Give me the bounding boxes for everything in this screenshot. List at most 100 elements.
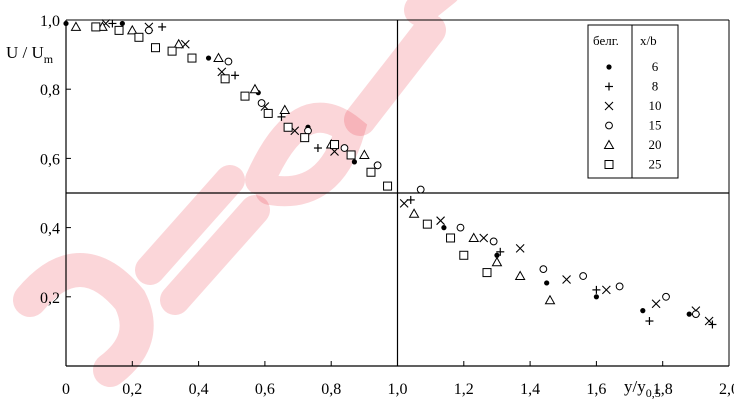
x-tick-label: 2,0 [719,381,734,398]
data-point-plus [277,112,286,121]
data-point-plus [158,22,167,31]
data-point-square [459,250,469,260]
data-point-plus [313,144,322,153]
legend-value: 15 [649,118,662,133]
data-point-plus [496,247,505,256]
data-point-plus [592,285,601,294]
data-point-square [346,150,356,160]
data-point-square [167,46,177,56]
data-point-dot [119,20,125,27]
legend-marker-cross [604,101,614,111]
data-point-square [330,140,340,150]
legend-value: 6 [652,59,659,74]
data-point-circle [579,272,588,280]
data-point-triangle [249,83,261,94]
data-point-dot [351,159,358,165]
x-tick-label: 0,6 [255,381,275,398]
legend-value: 20 [649,137,662,152]
x-tick-label: 1,2 [454,381,474,398]
data-point-circle [340,144,349,152]
data-point-cross [704,316,714,326]
x-tick-label: 0 [62,381,70,398]
data-point-cross [515,243,525,253]
data-point-plus [645,317,654,326]
watermark-layer [13,0,458,387]
watermark-stroke-4 [344,0,458,136]
data-point-cross [601,285,611,295]
data-point-triangle [358,149,370,159]
data-point-dot [494,252,500,258]
reference-lines [66,20,729,366]
legend-marker-dot [606,64,612,70]
legend-value: 10 [649,98,662,113]
data-point-circle [257,99,266,107]
data-point-square [383,181,393,191]
x-tick-label: 1,4 [520,381,540,398]
legend: белг. x/b 6 8 10 15 20 25 [587,24,679,179]
axis-labels: U / Um y/y0,5 [6,43,661,400]
data-point-dot [63,20,69,27]
x-tick-label: 0,4 [189,381,209,398]
data-point-triangle [126,24,138,35]
data-point-circle [224,57,233,66]
y-tick-label: 0,8 [40,82,60,99]
tick-labels: 0 0,2 0,4 0,6 0,8 1,0 1,2 1,4 1,6 1,8 2,0 0,2 0,4 0,6… [40,13,734,398]
data-point-square [187,53,197,63]
y-tick-label: 0,4 [40,221,60,238]
data-point-triangle [70,21,82,31]
data-point-square [300,133,310,143]
data-point-circle [539,265,548,274]
data-point-dot [441,225,447,231]
legend-value: 8 [652,79,659,94]
y-axis-label: U / Um [6,43,54,66]
data-points [63,19,717,329]
legend-rows: 6 8 10 15 20 25 [603,59,662,172]
data-point-square [366,167,376,177]
x-tick-label: 1,8 [653,381,673,398]
data-point-cross [562,275,571,284]
data-point-dot [686,311,692,317]
legend-header-marker: белг. [593,33,619,48]
data-point-circle [304,126,312,135]
x-tick-label: 0,8 [321,381,341,398]
x-tick-label: 1,6 [586,381,606,398]
legend-marker-plus [605,82,613,91]
watermark-stroke-2 [135,165,270,315]
data-point-circle [416,185,425,194]
y-tick-label: 1,0 [40,13,60,30]
legend-box [587,24,679,179]
data-point-square [422,219,432,229]
data-point-triangle [173,38,185,49]
watermark-stroke-1 [13,253,154,387]
y-tick-label: 0,6 [40,151,60,168]
data-point-triangle [279,104,291,114]
data-point-cross [399,198,409,208]
data-point-square [220,74,230,84]
data-point-cross [479,233,489,243]
y-tick-label: 0,2 [40,290,60,307]
data-point-triangle [491,256,503,267]
data-point-square [151,43,161,53]
legend-value: 25 [649,157,662,172]
data-point-dot [640,308,646,314]
data-point-dot [544,280,550,286]
data-point-square [114,25,124,35]
data-point-circle [662,292,670,301]
data-point-square [91,22,101,32]
data-point-square [446,233,456,243]
data-point-circle [373,161,382,170]
data-point-triangle [213,52,224,63]
data-point-square [240,91,250,101]
data-point-circle [489,237,498,246]
data-point-circle [691,310,700,319]
data-point-square [283,122,293,132]
data-point-square [482,268,492,278]
data-point-cross [651,299,661,309]
data-point-square [134,32,144,42]
x-tick-label: 1,0 [388,381,408,398]
legend-marker-square [604,160,614,169]
x-tick-label: 0,2 [122,381,142,398]
legend-header-value: x/b [640,33,657,48]
data-point-plus [231,71,240,80]
